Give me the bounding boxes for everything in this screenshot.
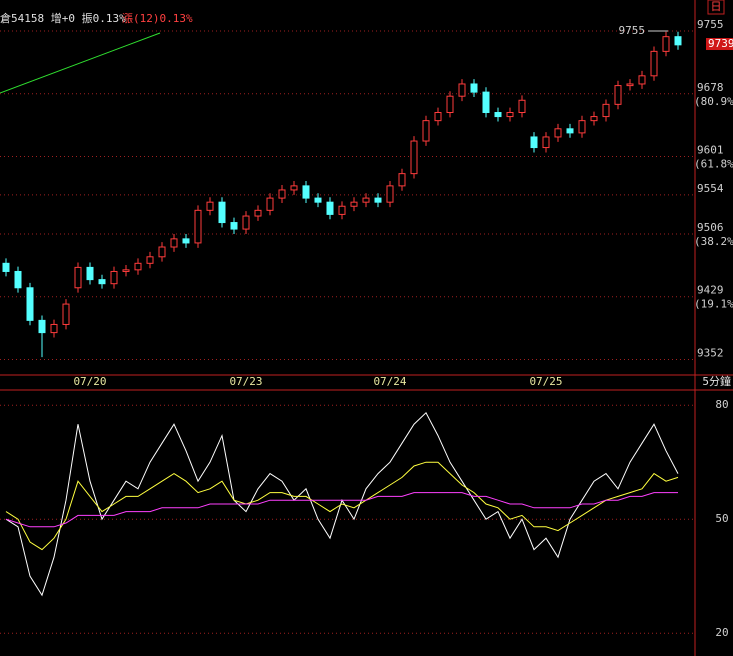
fib-label: (19.1%) <box>694 298 733 311</box>
candle-body <box>542 136 550 149</box>
candle-body <box>446 95 454 114</box>
header-rise: 漲(12)0.13% <box>122 12 193 25</box>
last-price-label: 9739 <box>708 37 733 50</box>
period-label: 5分鐘 <box>702 374 731 388</box>
candle-body <box>506 112 514 118</box>
candle-body <box>638 75 646 85</box>
candle-body <box>98 279 106 285</box>
candle-body <box>170 238 178 248</box>
x-tick-label: 07/25 <box>529 375 562 388</box>
y-tick-label: 9429 <box>697 284 724 297</box>
candle-body <box>254 209 262 217</box>
candle-body <box>230 222 238 230</box>
candle-body <box>554 128 562 138</box>
candle-body <box>530 136 538 149</box>
candle-body <box>38 319 46 334</box>
period-box-label[interactable]: 日 <box>711 0 722 13</box>
x-tick-label: 07/23 <box>229 375 262 388</box>
candle-body <box>590 116 598 122</box>
y-tick-label: 9601 <box>697 144 724 157</box>
candle-body <box>398 173 406 187</box>
candle-body <box>266 197 274 211</box>
candle-body <box>146 256 154 264</box>
candle-body <box>2 262 10 272</box>
candle-body <box>314 197 322 203</box>
candle-body <box>122 269 130 272</box>
candle-body <box>326 201 334 215</box>
candle-body <box>518 99 526 113</box>
header-info: 倉54158 增+0 振0.13% <box>0 11 126 25</box>
fib-label: (61.8%) <box>694 158 733 171</box>
candle-body <box>74 266 82 289</box>
candle-body <box>62 303 70 325</box>
candle-body <box>194 209 202 244</box>
candle-body <box>278 189 286 199</box>
candle-body <box>302 185 310 199</box>
candle-body <box>158 246 166 258</box>
trend-line <box>0 32 161 94</box>
x-tick-label: 07/24 <box>373 375 406 388</box>
y-tick-label: 9755 <box>697 18 724 31</box>
candle-body <box>470 83 478 93</box>
candle-body <box>218 201 226 224</box>
candle-body <box>386 185 394 203</box>
candle-body <box>242 215 250 230</box>
candle-body <box>422 120 430 142</box>
indicator-line <box>5 492 678 528</box>
candle-body <box>674 36 682 46</box>
candle-body <box>482 91 490 114</box>
candle-body <box>26 287 34 321</box>
y-tick-label: 20 <box>715 626 728 639</box>
candle-body <box>362 197 370 203</box>
candle-body <box>110 270 118 285</box>
candle-body <box>458 83 466 97</box>
fib-label: (38.2%) <box>694 235 733 248</box>
candle-body <box>206 201 214 211</box>
y-tick-label: 9554 <box>697 182 724 195</box>
candle-body <box>182 238 190 244</box>
y-tick-label: 9506 <box>697 221 724 234</box>
period-box <box>707 0 725 15</box>
y-tick-label: 50 <box>715 512 728 525</box>
candle-body <box>14 270 22 289</box>
last-price-box <box>706 38 733 51</box>
candle-body <box>50 323 58 334</box>
candle-body <box>602 103 610 118</box>
candle-body <box>578 120 586 134</box>
candle-body <box>86 266 94 281</box>
candle-body <box>374 197 382 203</box>
candle-body <box>650 50 658 77</box>
candle-body <box>614 85 622 105</box>
candle-body <box>662 36 670 52</box>
candle-body <box>134 262 142 271</box>
indicator-line <box>5 461 679 551</box>
y-tick-label: 9352 <box>697 347 724 360</box>
candle-body <box>410 140 418 175</box>
candle-body <box>338 205 346 215</box>
candle-body <box>434 112 442 122</box>
y-tick-label: 9678 <box>697 81 724 94</box>
x-tick-label: 07/20 <box>73 375 106 388</box>
candle-body <box>494 112 502 118</box>
y-tick-label: 80 <box>715 398 728 411</box>
high-label: 9755 <box>619 24 646 37</box>
fib-label: (80.9%) <box>694 95 733 108</box>
candle-body <box>290 185 298 191</box>
candle-body <box>350 201 358 207</box>
candle-body <box>566 128 574 134</box>
candle-body <box>626 83 634 87</box>
